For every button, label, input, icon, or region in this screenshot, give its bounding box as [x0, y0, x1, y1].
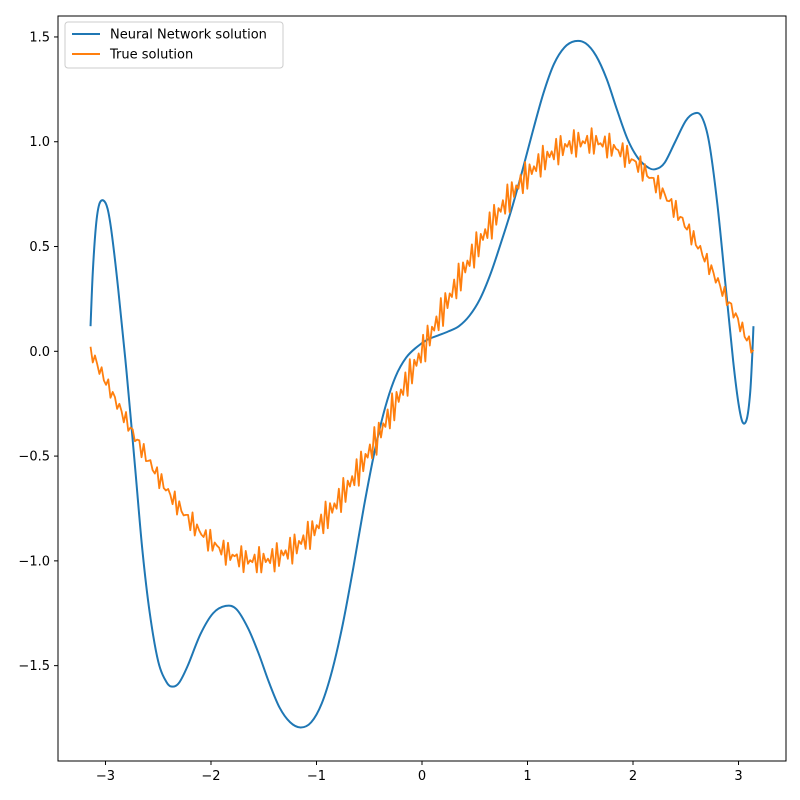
y-tick-label: −0.5 — [18, 450, 50, 465]
x-tick-label: −3 — [96, 769, 115, 784]
x-tick-label: 1 — [523, 769, 531, 784]
legend-label-true-solution: True solution — [109, 48, 193, 63]
x-tick-label: 0 — [418, 769, 426, 784]
y-tick-label: −1.5 — [18, 659, 50, 674]
y-axis: −1.5 −1.0 −0.5 0.0 0.5 1.0 1.5 — [18, 30, 58, 674]
legend: Neural Network solution True solution — [64, 21, 284, 69]
y-tick-label: 1.0 — [29, 135, 50, 150]
y-tick-label: 0.5 — [29, 240, 50, 255]
x-tick-label: 2 — [629, 769, 637, 784]
x-axis: −3 −2 −1 0 1 2 3 — [96, 761, 743, 784]
x-tick-label: −2 — [201, 769, 220, 784]
x-tick-label: −1 — [307, 769, 326, 784]
legend-box — [64, 21, 284, 69]
series-line-true-solution — [89, 127, 755, 574]
y-tick-label: 1.5 — [29, 30, 50, 45]
series-layer — [89, 39, 755, 729]
y-tick-label: −1.0 — [18, 554, 50, 569]
x-tick-label: 3 — [734, 769, 742, 784]
series-line-neural-network — [89, 39, 755, 729]
legend-label-neural-network: Neural Network solution — [110, 28, 267, 43]
y-tick-label: 0.0 — [29, 345, 50, 360]
